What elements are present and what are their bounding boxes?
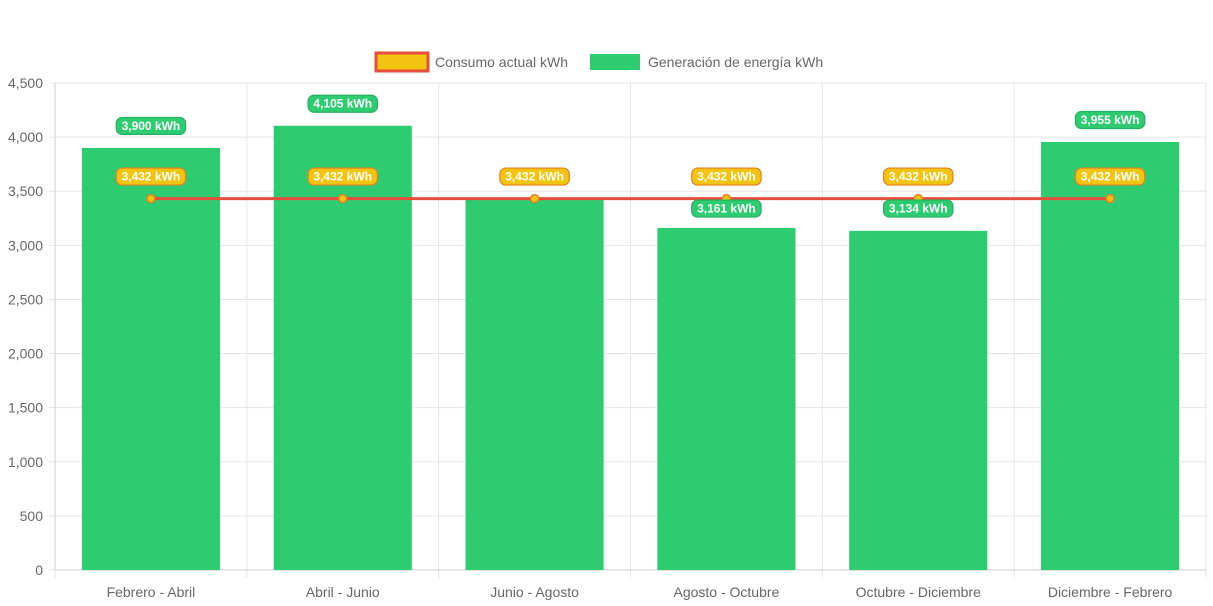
y-tick-label: 1,000 [8, 454, 43, 470]
legend-swatch-generacion[interactable] [590, 54, 640, 70]
data-label-background [115, 167, 187, 186]
data-label-text: 3,432 kWh [122, 170, 181, 184]
chart-legend: Consumo actual kWh Generación de energía… [374, 51, 823, 73]
line-data-label: 3,432 kWh [691, 167, 762, 186]
grid-lines [49, 82, 1207, 578]
y-tick-label: 2,500 [8, 291, 43, 307]
data-label-background [691, 199, 762, 218]
line-data-label: 3,432 kWh [882, 167, 954, 186]
x-tick-label: Junio - Agosto [490, 584, 579, 600]
line-data-label: 3,432 kWh [1074, 167, 1146, 186]
data-label-text: 3,900 kWh [122, 119, 181, 133]
data-labels: 3,900 kWh 4,105 kWh 3,161 kWh 3,134 kWh 3,95… [115, 94, 1146, 218]
y-tick-label: 0 [35, 562, 43, 578]
line-point[interactable] [1105, 193, 1115, 204]
bar-data-label: 3,955 kWh [1074, 110, 1146, 130]
bar-data-label: 3,134 kWh [882, 199, 954, 218]
data-label-text: 3,161 kWh [697, 202, 756, 216]
data-label-text: 3,432 kWh [313, 170, 372, 184]
data-label-background [307, 167, 379, 186]
bar[interactable] [273, 125, 412, 571]
bar-series [81, 125, 1180, 571]
bar[interactable] [81, 147, 220, 570]
line-point[interactable] [146, 193, 156, 204]
y-tick-label: 3,500 [8, 183, 43, 199]
data-label-background [691, 167, 762, 186]
y-tick-label: 4,000 [8, 129, 43, 145]
data-label-text: 3,955 kWh [1081, 113, 1140, 127]
x-tick-label: Octubre - Diciembre [856, 584, 981, 600]
bar-data-label: 3,161 kWh [691, 199, 762, 218]
data-label-background [882, 167, 954, 186]
x-tick-label: Agosto - Octubre [674, 584, 780, 600]
y-tick-label: 4,500 [8, 75, 43, 91]
data-label-text: 3,432 kWh [505, 170, 564, 184]
y-tick-label: 500 [20, 508, 44, 524]
bar[interactable] [657, 227, 796, 571]
line-data-label: 3,432 kWh [115, 167, 187, 186]
data-label-background [115, 116, 187, 136]
data-label-text: 3,432 kWh [889, 170, 948, 184]
x-tick-label: Diciembre - Febrero [1048, 584, 1173, 600]
line-data-label: 3,432 kWh [307, 167, 379, 186]
line-point[interactable] [338, 193, 348, 204]
data-label-text: 3,432 kWh [697, 170, 756, 184]
x-tick-label: Febrero - Abril [107, 584, 196, 600]
line-point[interactable] [529, 193, 540, 204]
bar[interactable] [849, 230, 988, 571]
y-tick-label: 3,000 [8, 237, 43, 253]
x-axis: Febrero - Abril Abril - Junio Junio - Agos… [55, 569, 1206, 600]
x-tick-label: Abril - Junio [306, 584, 380, 600]
bar[interactable] [465, 198, 604, 570]
bar-data-label: 4,105 kWh [307, 94, 379, 113]
y-axis: 0 500 1,000 1,500 2,000 2,500 3,000 3,500 4,000 4… [8, 75, 56, 578]
legend-label-consumo[interactable]: Consumo actual kWh [435, 54, 568, 70]
line-data-label: 3,432 kWh [499, 167, 570, 186]
y-tick-label: 1,500 [8, 400, 43, 416]
data-label-background [1074, 167, 1146, 186]
bar-data-label: 3,900 kWh [115, 116, 187, 136]
y-tick-label: 2,000 [8, 346, 43, 362]
data-label-background [499, 167, 570, 186]
data-label-text: 3,134 kWh [889, 202, 948, 216]
data-label-background [1074, 110, 1146, 130]
data-label-text: 3,432 kWh [1081, 170, 1140, 184]
data-label-background [882, 199, 954, 218]
bar[interactable] [1041, 141, 1180, 570]
data-label-background [307, 94, 379, 113]
data-label-text: 4,105 kWh [313, 97, 372, 111]
legend-label-generacion[interactable]: Generación de energía kWh [648, 54, 823, 70]
legend-swatch-consumo[interactable] [374, 51, 430, 73]
